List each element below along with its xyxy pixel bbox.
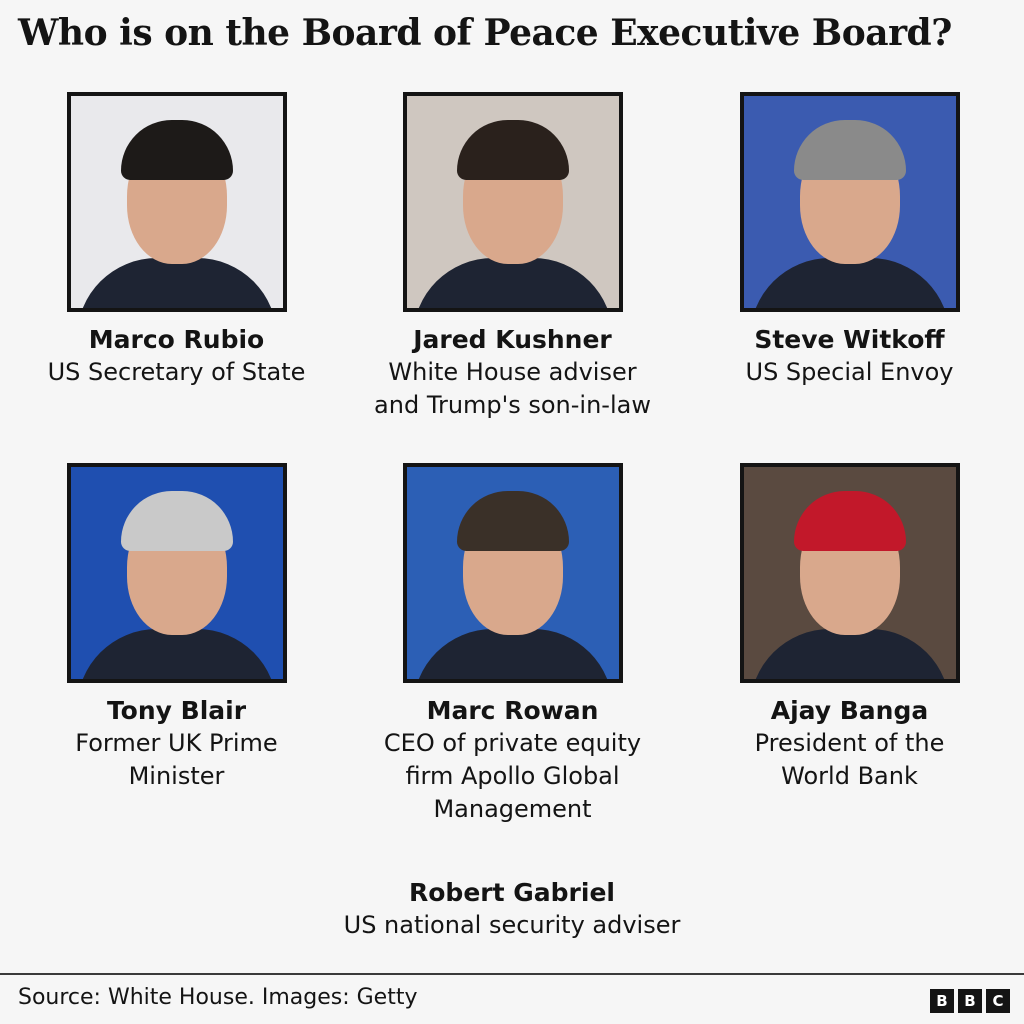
member-name: Steve Witkoff — [754, 325, 945, 354]
photo-tony-blair — [66, 463, 287, 683]
member-name: Ajay Banga — [770, 696, 929, 725]
member-card-banga: Ajay Banga President of the World Bank — [681, 463, 1018, 793]
member-role: World Bank — [781, 762, 918, 790]
member-name: Robert Gabriel — [409, 878, 615, 907]
member-role: US national security adviser — [343, 911, 681, 939]
member-card-witkoff: Steve Witkoff US Special Envoy — [681, 92, 1018, 389]
member-card-rowan: Marc Rowan CEO of private equity firm Ap… — [344, 463, 681, 826]
member-role: White House adviser — [388, 358, 637, 386]
bbc-logo-block: B — [958, 989, 982, 1013]
photo-ajay-banga — [739, 463, 960, 683]
photo-steve-witkoff — [739, 92, 960, 312]
member-name: Tony Blair — [106, 696, 247, 725]
member-card-gabriel: Robert Gabriel US national security advi… — [0, 865, 1024, 942]
member-role: and Trump's son-in-law — [374, 391, 651, 419]
photo-marc-rowan — [402, 463, 623, 683]
member-name: Jared Kushner — [413, 325, 612, 354]
member-role: US Special Envoy — [745, 358, 954, 386]
photo-marco-rubio — [66, 92, 287, 312]
bbc-logo-block: C — [986, 989, 1010, 1013]
member-card-blair: Tony Blair Former UK Prime Minister — [8, 463, 345, 793]
footer-divider — [0, 973, 1024, 975]
member-role: Former UK Prime — [75, 729, 278, 757]
bbc-logo-block: B — [930, 989, 954, 1013]
member-name: Marco Rubio — [88, 325, 265, 354]
member-card-kushner: Jared Kushner White House adviser and Tr… — [344, 92, 681, 422]
member-role: US Secretary of State — [47, 358, 306, 386]
member-role: President of the — [754, 729, 945, 757]
member-role: firm Apollo Global — [405, 762, 620, 790]
source-credit: Source: White House. Images: Getty — [18, 985, 418, 1010]
member-card-rubio: Marco Rubio US Secretary of State — [8, 92, 345, 389]
member-role: Management — [433, 795, 592, 823]
photo-jared-kushner — [402, 92, 623, 312]
member-name: Marc Rowan — [426, 696, 599, 725]
member-role: CEO of private equity — [383, 729, 642, 757]
member-role: Minister — [128, 762, 225, 790]
page-title: Who is on the Board of Peace Executive B… — [18, 12, 952, 54]
bbc-logo: B B C — [930, 989, 1010, 1013]
